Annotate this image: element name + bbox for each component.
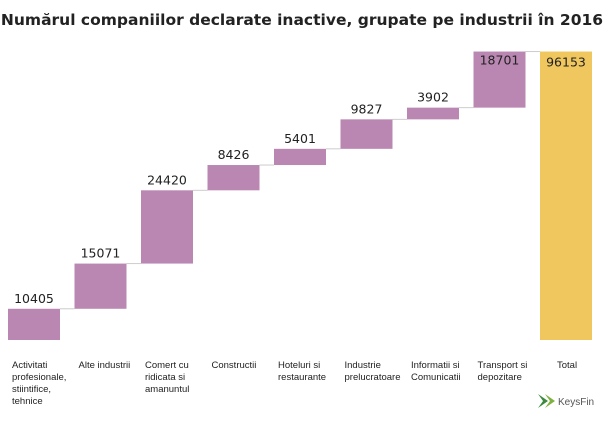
category-label-2-line-1: ridicata si — [145, 372, 185, 383]
category-label-1: Alte industrii — [79, 360, 131, 371]
bar-6 — [407, 107, 459, 120]
value-label-3: 8426 — [218, 147, 250, 162]
bar-5 — [340, 119, 393, 149]
category-label-1-line-0: Alte industrii — [79, 360, 131, 371]
category-label-0-line-0: Activitati — [12, 360, 47, 371]
bar-7 — [473, 51, 526, 108]
category-label-2-line-2: amanuntul — [145, 384, 189, 395]
category-label-0: Activitati profesionale, stiintifice, tehni… — [12, 360, 66, 407]
category-label-0-line-3: tehnice — [12, 396, 43, 407]
category-label-7-line-0: Transport si — [478, 360, 528, 371]
category-label-2-line-0: Comert cu — [145, 360, 189, 371]
bar-4 — [274, 148, 326, 166]
category-label-8-line-0: Total — [557, 360, 577, 371]
keysfin-chevron-icon — [538, 394, 548, 408]
category-label-7: Transport si depozitare — [478, 360, 528, 383]
value-label-0: 10405 — [14, 291, 54, 306]
bar-3 — [207, 165, 260, 191]
chart-title: Numărul companiilor declarate inactive, … — [1, 11, 603, 29]
value-label-7: 18701 — [480, 53, 520, 68]
bar-total — [540, 51, 592, 340]
value-label-6: 3902 — [417, 90, 449, 105]
category-label-7-line-1: depozitare — [478, 372, 522, 383]
connectors-group — [60, 51, 540, 310]
category-labels-group: Activitati profesionale, stiintifice, tehni… — [12, 360, 577, 407]
bars-group — [8, 51, 592, 340]
category-label-5-line-1: prelucratoare — [345, 372, 401, 383]
value-label-2: 24420 — [147, 172, 187, 187]
category-label-4-line-0: Hoteluri si — [278, 360, 320, 371]
brand-name: KeysFin — [558, 397, 594, 408]
category-label-0-line-1: profesionale, — [12, 372, 66, 383]
category-label-5-line-0: Industrie — [345, 360, 381, 371]
keysfin-chevron-icon-2 — [545, 394, 555, 408]
value-label-4: 5401 — [284, 131, 316, 146]
value-label-5: 9827 — [351, 101, 383, 116]
bar-2 — [141, 190, 193, 264]
value-label-1: 15071 — [81, 246, 121, 261]
category-label-4-line-1: restaurante — [278, 372, 326, 383]
keysfin-logo: KeysFin — [538, 394, 594, 408]
category-label-3-line-0: Constructii — [212, 360, 257, 371]
category-label-6-line-0: Informatii si — [411, 360, 460, 371]
category-label-6-line-1: Comunicatii — [411, 372, 461, 383]
bar-0 — [8, 308, 60, 340]
bar-1 — [74, 263, 127, 309]
category-label-2: Comert cu ridicata si amanuntul — [145, 360, 189, 395]
category-label-4: Hoteluri si restaurante — [278, 360, 326, 383]
value-labels-group: 10405 15071 24420 8426 5401 9827 3902 18701 9615… — [14, 53, 586, 306]
category-label-3: Constructii — [212, 360, 257, 371]
category-label-0-line-2: stiintifice, — [12, 384, 51, 395]
value-label-8: 96153 — [546, 55, 586, 70]
category-label-6: Informatii si Comunicatii — [411, 360, 461, 383]
category-label-5: Industrie prelucratoare — [345, 360, 401, 383]
category-label-8: Total — [557, 360, 577, 371]
